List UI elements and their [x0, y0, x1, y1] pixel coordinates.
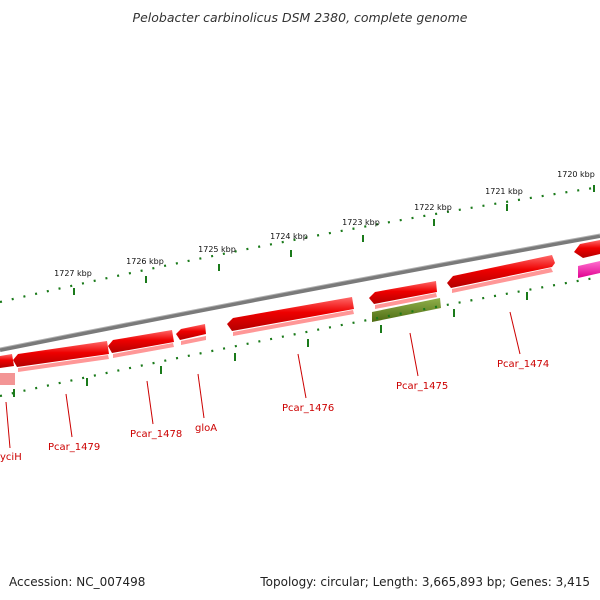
gene-arrow-1720-region [574, 240, 600, 258]
gene-label-pcar1476: Pcar_1476 [282, 403, 334, 414]
inner-scale-major-ticks [13, 292, 528, 397]
leader-pcar1474 [509, 311, 521, 355]
scale-label-1722: 1722 kbp [414, 203, 452, 212]
leader-ycih [5, 401, 11, 449]
outer-scale-major-ticks [73, 185, 595, 295]
gene-arrow-pcar1479 [13, 341, 109, 367]
gene-arrow-pcar1474 [447, 255, 555, 288]
gene-arrow-pcar1476 [227, 297, 354, 331]
genome-backbone-highlight [0, 233, 600, 349]
gene-label-pcar1479: Pcar_1479 [48, 442, 100, 453]
gene-label-leaders [5, 311, 521, 449]
shadow-pcar1476 [233, 310, 354, 336]
outer-scale-dots [0, 185, 600, 304]
gene-arrow-pink [578, 261, 600, 278]
gene-label-pcar1475: Pcar_1475 [396, 381, 448, 392]
leader-pcar1479 [65, 393, 73, 438]
shadow-1475 [375, 293, 437, 309]
inner-scale-dots [0, 275, 600, 398]
scale-label-1721: 1721 kbp [485, 187, 523, 196]
map-title: Pelobacter carbinolicus DSM 2380, comple… [133, 10, 468, 25]
gene-label-pcar1474: Pcar_1474 [497, 359, 549, 370]
scale-label-1723: 1723 kbp [342, 218, 380, 227]
shadow-pcar1478 [113, 343, 174, 358]
shadow-gloa [181, 336, 206, 345]
gene-arrow-ycih [0, 354, 14, 368]
gene-label-gloa: gloA [195, 423, 217, 434]
scale-label-1724: 1724 kbp [270, 232, 308, 241]
topology-text: Topology: circular; Length: 3,665,893 bp… [259, 575, 590, 589]
gene-arrow-gloa [176, 324, 206, 340]
gene-shadows [0, 268, 553, 385]
shadow-ycih [0, 373, 15, 385]
scale-label-1727: 1727 kbp [54, 269, 92, 278]
accession-text: Accession: NC_007498 [9, 575, 145, 589]
scale-label-1726: 1726 kbp [126, 257, 164, 266]
forward-genes [0, 240, 600, 368]
gene-label-ycih: yciH [0, 452, 22, 463]
gene-label-pcar1478: Pcar_1478 [130, 429, 182, 440]
genome-backbone [0, 234, 600, 352]
scale-label-1725: 1725 kbp [198, 245, 236, 254]
leader-pcar1478 [146, 380, 154, 425]
gene-arrow-red-1475 [369, 281, 437, 304]
scale-label-1720: 1720 kbp [557, 170, 595, 179]
leader-pcar1475 [409, 332, 419, 377]
leader-pcar1476 [297, 353, 307, 399]
shadow-pcar1474 [452, 268, 553, 293]
gene-arrow-pcar1478 [108, 330, 174, 353]
shadow-pcar1479 [18, 355, 109, 372]
leader-gloa [197, 373, 205, 419]
